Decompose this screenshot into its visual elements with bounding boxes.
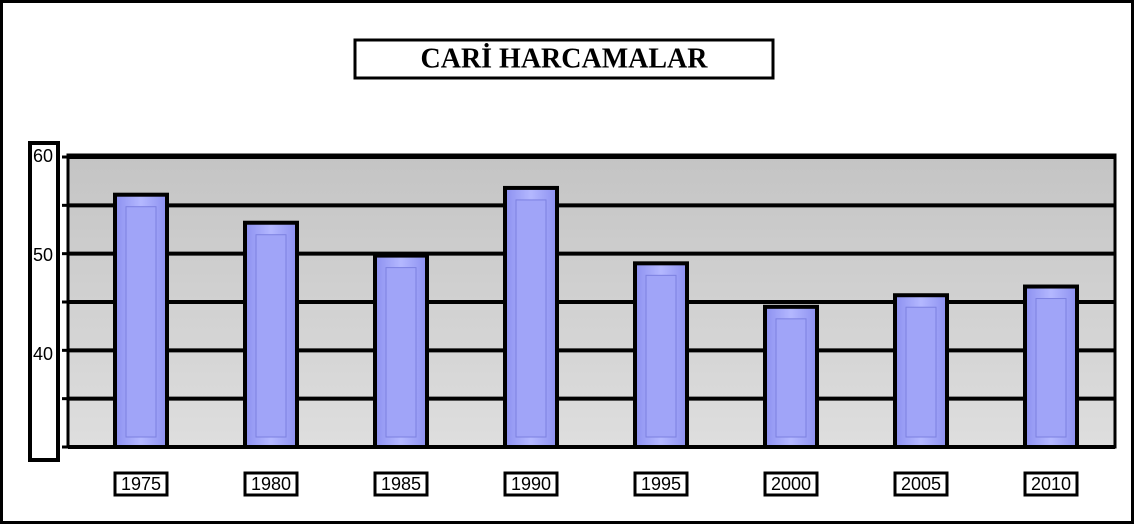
- x-tick-box: [503, 471, 559, 497]
- bar-bevel: [1035, 298, 1067, 438]
- x-tick-box: [893, 471, 949, 497]
- bar-bevel: [515, 199, 547, 438]
- x-tick-box: [633, 471, 689, 497]
- x-tick-label: 2005: [901, 474, 941, 494]
- x-tick-label: 1975: [121, 474, 161, 494]
- title-box: [353, 38, 775, 80]
- x-tick-box: [1023, 471, 1079, 497]
- chart-title: CARİ HARCAMALAR: [421, 43, 709, 74]
- x-tick-box: [113, 471, 169, 497]
- y-axis-box: [28, 141, 60, 462]
- x-tick-label: 1980: [251, 474, 291, 494]
- x-tick-box: [763, 471, 819, 497]
- x-tick-label: 2010: [1031, 474, 1071, 494]
- bar-bevel: [255, 234, 287, 438]
- x-tick-box: [243, 471, 299, 497]
- x-tick-label: 1990: [511, 474, 551, 494]
- bar-bevel: [905, 306, 937, 438]
- x-tick-box: [373, 471, 429, 497]
- bar-bevel: [645, 274, 677, 438]
- x-tick-label: 1995: [641, 474, 681, 494]
- bar-bevel: [125, 206, 157, 438]
- y-tick-label: 40: [33, 344, 53, 364]
- bar-bevel: [385, 267, 417, 438]
- y-tick-label: 60: [33, 146, 53, 166]
- y-tick-label: 50: [33, 245, 53, 265]
- bar-bevel: [775, 318, 807, 438]
- x-tick-label: 1985: [381, 474, 421, 494]
- x-tick-label: 2000: [771, 474, 811, 494]
